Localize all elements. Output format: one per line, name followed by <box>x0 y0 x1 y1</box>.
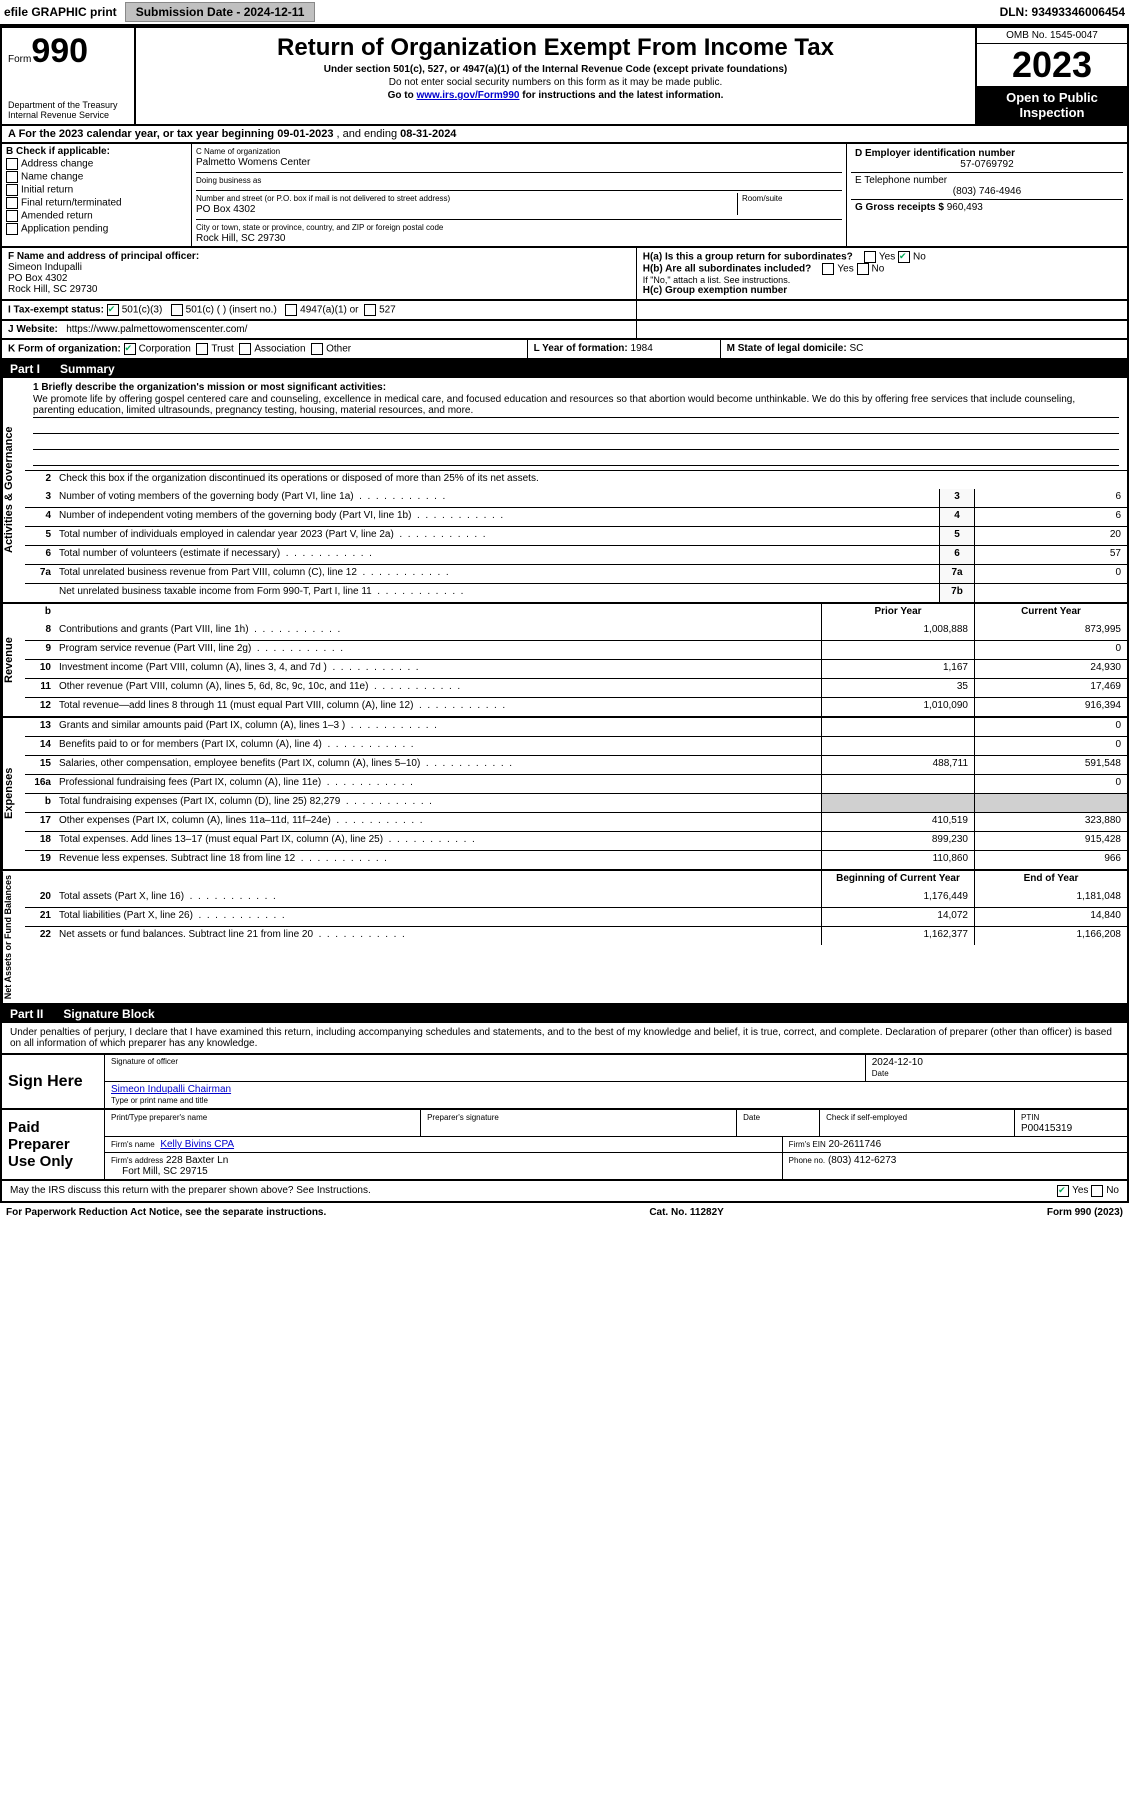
dln-label: DLN: 93493346006454 <box>1000 5 1125 19</box>
section-d: D Employer identification number57-07697… <box>847 144 1127 246</box>
mission-text: We promote life by offering gospel cente… <box>33 393 1119 418</box>
instructions-link[interactable]: www.irs.gov/Form990 <box>416 90 519 101</box>
table-row: 16aProfessional fundraising fees (Part I… <box>25 774 1127 793</box>
part1-header: Part ISummary <box>0 360 1129 378</box>
table-row: Net unrelated business taxable income fr… <box>25 583 1127 602</box>
section-j: J Website: https://www.palmettowomenscen… <box>0 321 1129 340</box>
table-row: bTotal fundraising expenses (Part IX, co… <box>25 793 1127 812</box>
submission-date-button[interactable]: Submission Date - 2024-12-11 <box>125 2 316 22</box>
table-row: 21Total liabilities (Part X, line 26) 14… <box>25 907 1127 926</box>
summary-governance: Activities & Governance 1 Briefly descri… <box>0 378 1129 604</box>
table-row: 7aTotal unrelated business revenue from … <box>25 564 1127 583</box>
part2-header: Part IISignature Block <box>0 1005 1129 1023</box>
table-row: 9Program service revenue (Part VIII, lin… <box>25 640 1127 659</box>
summary-net-assets: Net Assets or Fund Balances Beginning of… <box>0 871 1129 1005</box>
table-row: 17Other expenses (Part IX, column (A), l… <box>25 812 1127 831</box>
table-row: 19Revenue less expenses. Subtract line 1… <box>25 850 1127 869</box>
title-block: Return of Organization Exempt From Incom… <box>136 28 975 124</box>
tax-year-line: A For the 2023 calendar year, or tax yea… <box>0 126 1129 144</box>
table-row: 22Net assets or fund balances. Subtract … <box>25 926 1127 945</box>
table-row: 15Salaries, other compensation, employee… <box>25 755 1127 774</box>
ha-no-checkbox[interactable] <box>898 251 910 263</box>
form-number-block: Form990 Department of the Treasury Inter… <box>2 28 136 124</box>
firm-name-link[interactable]: Kelly Bivins CPA <box>160 1139 234 1150</box>
efile-label: efile GRAPHIC print <box>4 5 117 19</box>
perjury-statement: Under penalties of perjury, I declare th… <box>0 1023 1129 1055</box>
ein-value: 57-0769792 <box>855 159 1119 170</box>
officer-name-link[interactable]: Simeon Indupalli Chairman <box>111 1084 231 1095</box>
org-info-grid: B Check if applicable: Address change Na… <box>0 144 1129 248</box>
discuss-yes-checkbox[interactable] <box>1057 1185 1069 1197</box>
year-box: OMB No. 1545-0047 2023 Open to PublicIns… <box>975 28 1127 124</box>
section-k-l-m: K Form of organization: Corporation Trus… <box>0 340 1129 360</box>
table-row: 6Total number of volunteers (estimate if… <box>25 545 1127 564</box>
form-header: Form990 Department of the Treasury Inter… <box>0 26 1129 126</box>
corporation-checkbox[interactable] <box>124 343 136 355</box>
website-url: https://www.palmettowomenscenter.com/ <box>66 324 247 335</box>
section-f-h: F Name and address of principal officer:… <box>0 248 1129 301</box>
table-row: 14Benefits paid to or for members (Part … <box>25 736 1127 755</box>
table-row: 8Contributions and grants (Part VIII, li… <box>25 622 1127 640</box>
table-row: 4Number of independent voting members of… <box>25 507 1127 526</box>
paid-preparer-section: Paid Preparer Use Only Print/Type prepar… <box>0 1110 1129 1181</box>
table-row: 10Investment income (Part VIII, column (… <box>25 659 1127 678</box>
table-row: 12Total revenue—add lines 8 through 11 (… <box>25 697 1127 716</box>
section-b: B Check if applicable: Address change Na… <box>2 144 192 246</box>
top-bar: efile GRAPHIC print Submission Date - 20… <box>0 0 1129 26</box>
public-inspection-badge: Open to PublicInspection <box>977 86 1127 124</box>
section-i: I Tax-exempt status: 501(c)(3) 501(c) ( … <box>0 301 1129 321</box>
table-row: 5Total number of individuals employed in… <box>25 526 1127 545</box>
summary-revenue: Revenue bPrior YearCurrent Year 8Contrib… <box>0 604 1129 718</box>
table-row: 11Other revenue (Part VIII, column (A), … <box>25 678 1127 697</box>
table-row: 18Total expenses. Add lines 13–17 (must … <box>25 831 1127 850</box>
table-row: 20Total assets (Part X, line 16) 1,176,4… <box>25 889 1127 907</box>
page-footer: For Paperwork Reduction Act Notice, see … <box>0 1203 1129 1222</box>
discuss-line: May the IRS discuss this return with the… <box>0 1181 1129 1203</box>
org-name: Palmetto Womens Center <box>196 157 310 168</box>
section-c: C Name of organization Palmetto Womens C… <box>192 144 847 246</box>
document-title: Return of Organization Exempt From Incom… <box>142 34 969 62</box>
table-row: 13Grants and similar amounts paid (Part … <box>25 718 1127 736</box>
501c3-checkbox[interactable] <box>107 304 119 316</box>
sign-here-section: Sign Here Signature of officer 2024-12-1… <box>0 1055 1129 1110</box>
table-row: 3Number of voting members of the governi… <box>25 489 1127 507</box>
summary-expenses: Expenses 13Grants and similar amounts pa… <box>0 718 1129 871</box>
